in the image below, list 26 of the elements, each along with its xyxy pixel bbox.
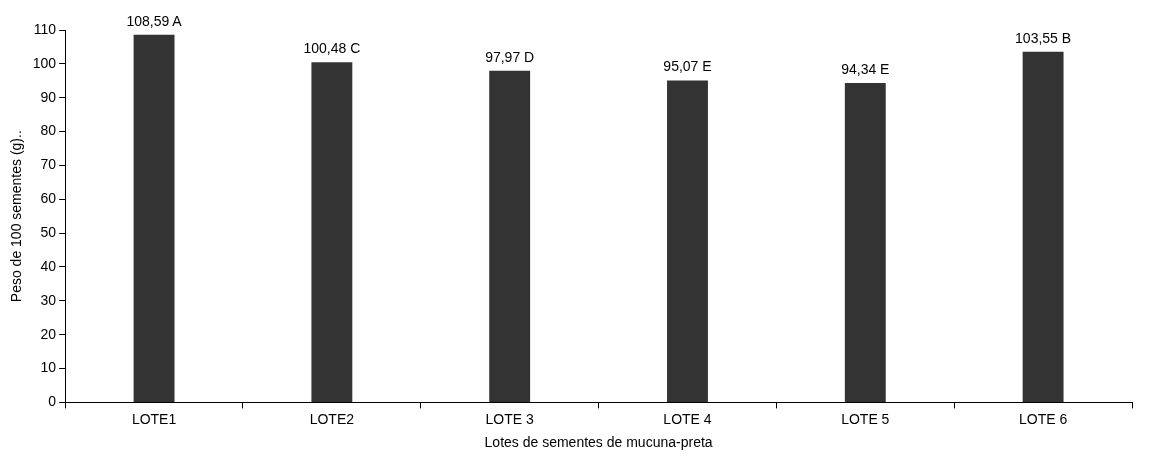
data-label: 94,34 E [841,60,890,77]
data-label: 100,48 C [303,40,361,57]
x-tick-label: LOTE 6 [1018,410,1068,427]
y-tick-label: 30 [40,291,57,308]
x-axis-title: Lotes de sementes de mucuna-preta [484,434,713,451]
y-tick-label: 100 [32,54,57,71]
y-tick-label: 10 [40,359,57,376]
x-tick-label: LOTE 5 [841,410,890,427]
y-tick-label: 60 [40,190,57,207]
data-label: 103,55 B [1015,29,1072,46]
y-tick-label: 80 [40,122,57,139]
y-tick-label: 90 [40,88,57,105]
y-tick-label: 50 [40,223,57,240]
y-tick-label: 70 [40,156,57,173]
x-tick-label: LOTE 4 [663,410,712,427]
data-label: 97,97 D [485,48,535,65]
x-tick-label: LOTE2 [309,410,355,427]
x-tick-label: LOTE 3 [485,410,535,427]
data-label: 95,07 E [663,58,712,75]
y-tick-label: 40 [40,257,57,274]
y-tick-label: 20 [40,325,57,342]
y-tick-label: 110 [33,20,57,37]
y-axis-title: Peso de 100 sementes (g).. [8,130,25,303]
y-tick-label: 0 [48,393,57,410]
x-tick-label: LOTE1 [131,410,177,427]
data-label: 108,59 A [126,12,183,29]
